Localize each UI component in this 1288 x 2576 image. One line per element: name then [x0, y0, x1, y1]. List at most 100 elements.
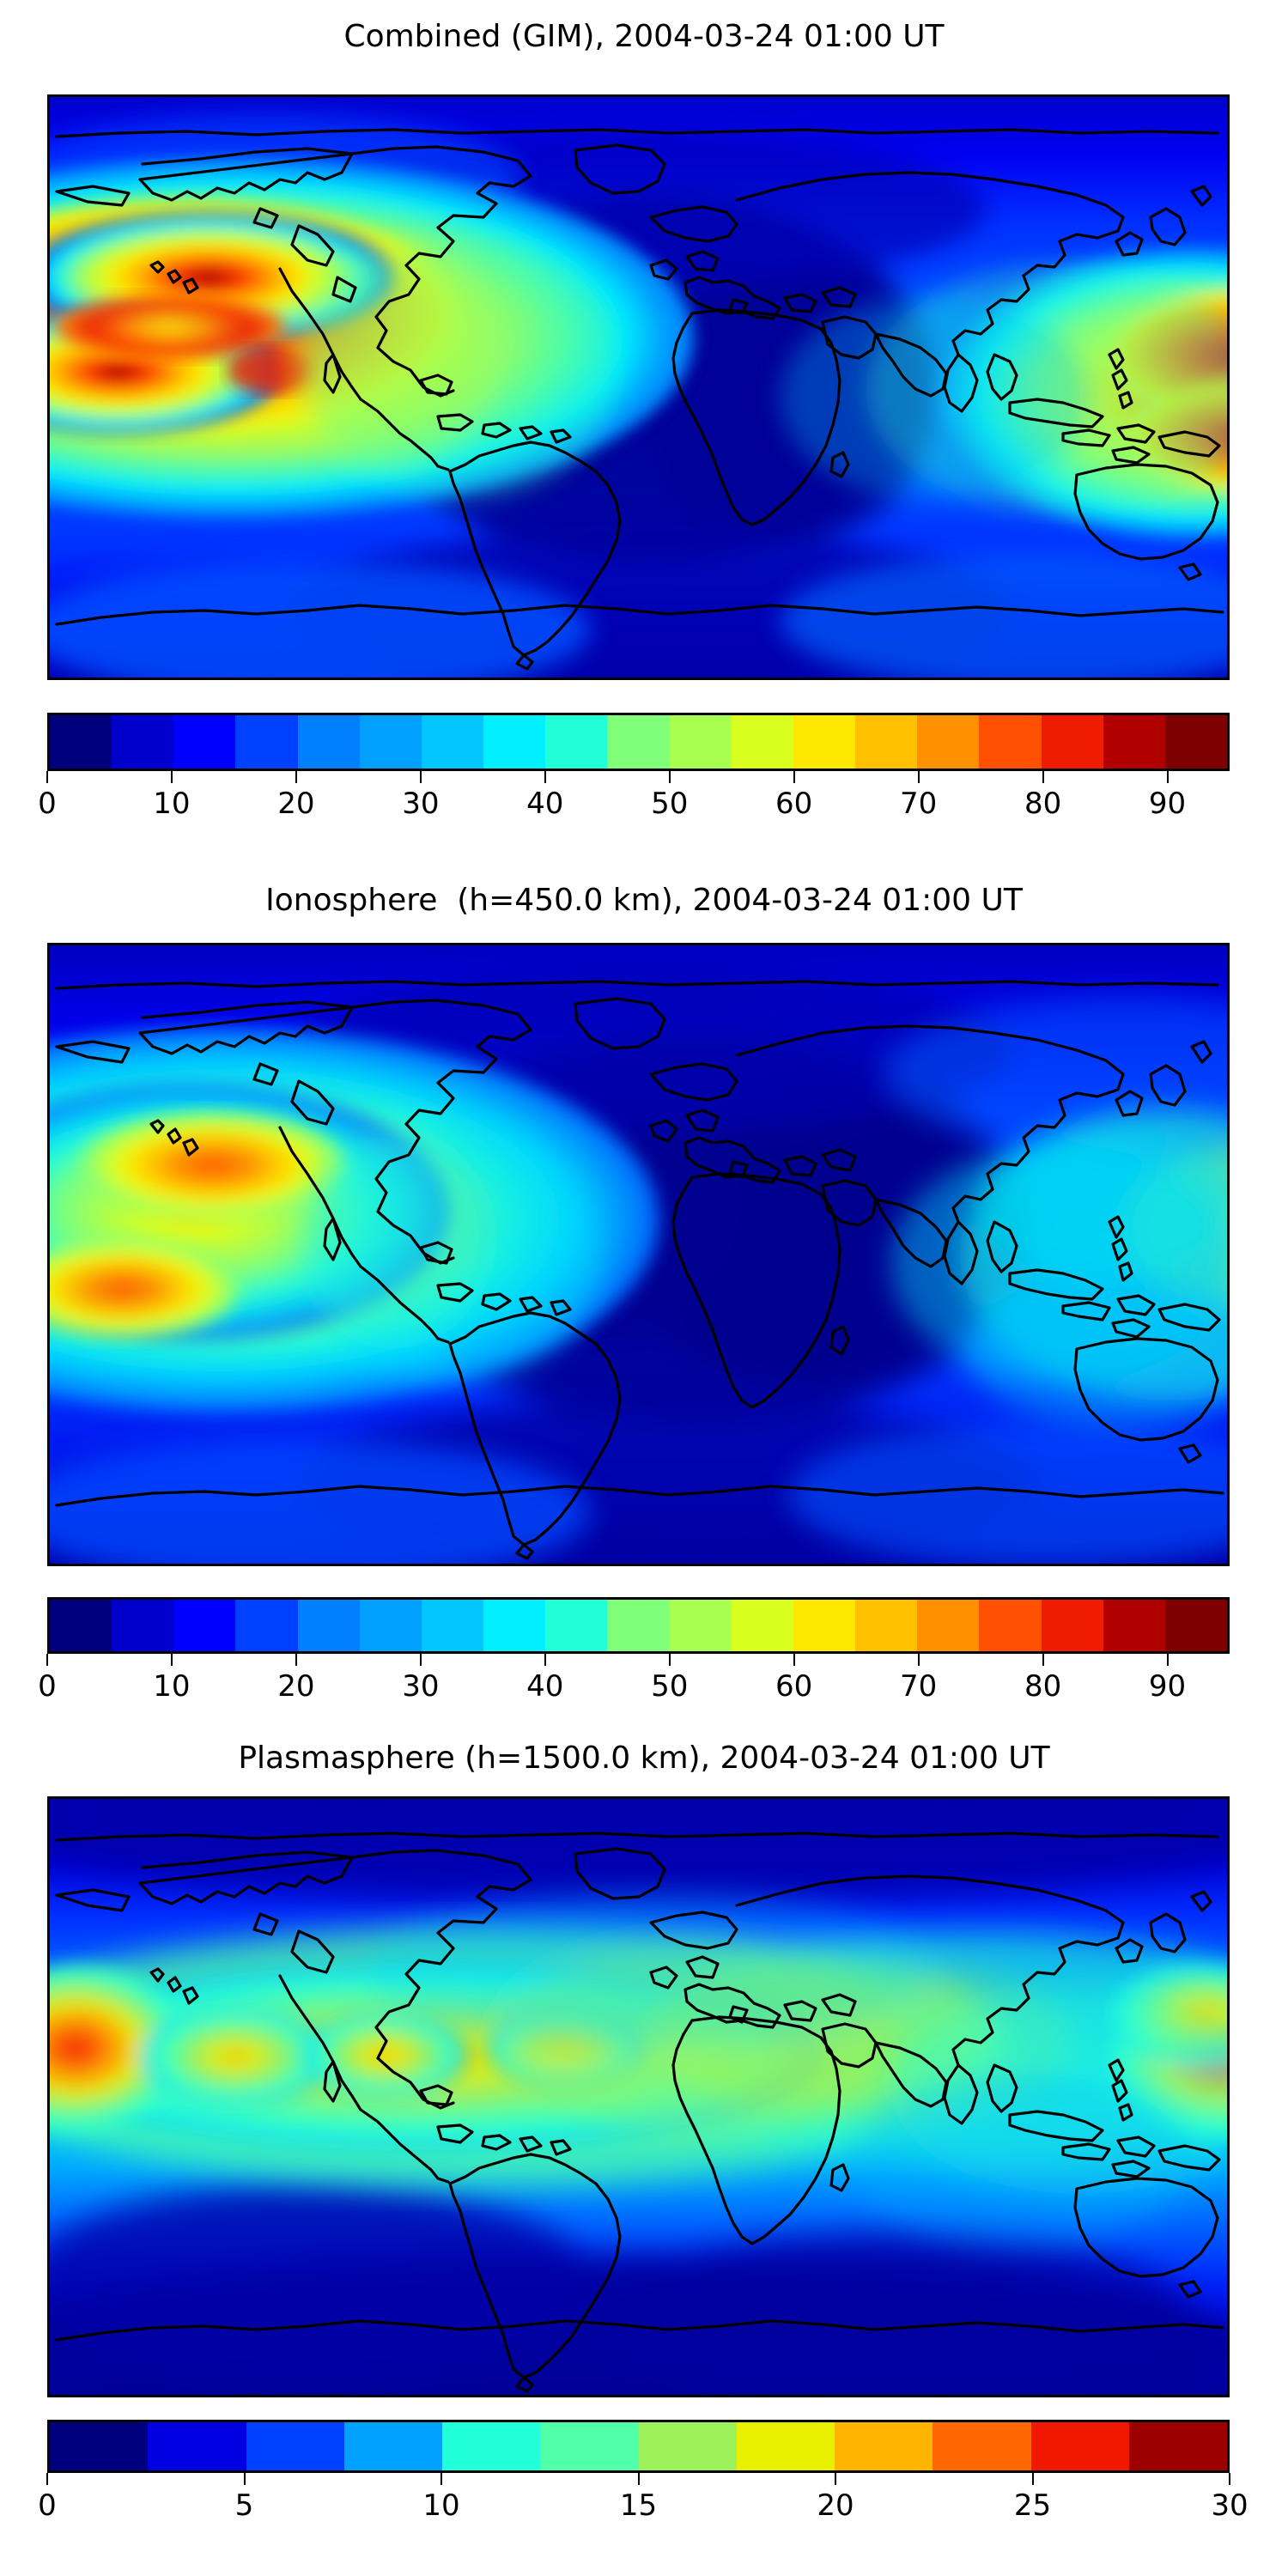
- colorbar-tick-label: 90: [1148, 787, 1187, 821]
- colorbar-band: [855, 715, 918, 769]
- colorbar-band: [1041, 715, 1103, 769]
- map-canvas-combined: [50, 97, 1227, 677]
- colorbar-tick: [917, 771, 920, 783]
- colorbar-band: [1030, 2422, 1129, 2470]
- colorbar-tick: [668, 771, 671, 783]
- coastlines: [55, 980, 1224, 1560]
- colorbar-tick: [793, 1654, 795, 1666]
- colorbar-tick-label: 20: [277, 1669, 315, 1704]
- colorbar-axis-combined: 0 10 20 30 40 50 60 70 80 90: [38, 771, 1230, 831]
- colorbar-tick: [544, 1654, 546, 1666]
- colorbar-band: [297, 715, 360, 769]
- colorbar-tick-label: 5: [234, 2488, 254, 2523]
- colorbar-tick-label: 30: [402, 1669, 440, 1704]
- colorbar-tick-label: 70: [899, 1669, 938, 1704]
- panel-ionosphere: Ionosphere (h=450.0 km), 2004-03-24 01:0…: [0, 859, 1288, 1743]
- colorbar-band: [979, 715, 1042, 769]
- colorbar-band: [1103, 1600, 1165, 1651]
- colorbar-tick: [46, 2473, 48, 2485]
- colorbar-band: [540, 2422, 639, 2470]
- colorbar-band: [235, 715, 298, 769]
- colorbar-tick-label: 70: [899, 787, 938, 821]
- colorbar-tick-label: 30: [402, 787, 440, 821]
- colorbar-band: [1128, 2422, 1227, 2470]
- colorbar-ionosphere: [47, 1597, 1230, 1657]
- panel-title-ionosphere: Ionosphere (h=450.0 km), 2004-03-24 01:0…: [265, 883, 1023, 918]
- colorbar-tick-label: 10: [153, 787, 191, 821]
- colorbar-band: [607, 1600, 670, 1651]
- colorbar-tick-label: 30: [1211, 2488, 1249, 2523]
- colorbar-tick: [419, 771, 422, 783]
- colorbar-band: [112, 715, 174, 769]
- colorbar-band: [1164, 1600, 1227, 1651]
- map-combined-gim: [47, 94, 1230, 680]
- colorbar-tick: [440, 2473, 442, 2485]
- map-canvas-plasmasphere: [50, 1799, 1227, 2395]
- colorbar-band: [545, 1600, 608, 1651]
- colorbar-band: [421, 1600, 484, 1651]
- colorbar-band: [793, 1600, 856, 1651]
- colorbar-band: [359, 1600, 422, 1651]
- colorbar-tick: [170, 771, 173, 783]
- colorbar-tick: [793, 771, 795, 783]
- colorbar-band: [148, 2422, 246, 2470]
- colorbar-band: [235, 1600, 298, 1651]
- colorbar-band: [442, 2422, 541, 2470]
- colorbar-tick: [243, 2473, 246, 2485]
- colorbar-strip-combined: [47, 713, 1230, 771]
- colorbar-tick: [1229, 2473, 1230, 2485]
- colorbar-band: [793, 715, 856, 769]
- colorbar-tick-label: 15: [619, 2488, 658, 2523]
- colorbar-strip-ionosphere: [47, 1597, 1230, 1654]
- colorbar-band: [50, 715, 112, 769]
- colorbar-band: [736, 2422, 835, 2470]
- colorbar-tick-label: 50: [651, 1669, 689, 1704]
- colorbar-tick-label: 60: [775, 1669, 813, 1704]
- panel-plasmasphere: Plasmasphere (h=1500.0 km), 2004-03-24 0…: [0, 1741, 1288, 2576]
- colorbar-tick-label: 25: [1013, 2488, 1052, 2523]
- colorbar-band: [855, 1600, 918, 1651]
- colorbar-tick-label: 40: [526, 787, 564, 821]
- colorbar-band: [917, 715, 980, 769]
- colorbar-band: [669, 1600, 732, 1651]
- panel-combined-gim: Combined (GIM), 2004-03-24 01:00 UT: [0, 0, 1288, 859]
- colorbar-tick: [170, 1654, 173, 1666]
- colorbar-band: [731, 1600, 793, 1651]
- colorbar-tick: [835, 2473, 836, 2485]
- colorbar-tick-label: 90: [1148, 1669, 1187, 1704]
- colorbar-tick: [295, 1654, 297, 1666]
- colorbar-tick: [1166, 771, 1169, 783]
- colorbar-tick-label: 10: [422, 2488, 460, 2523]
- colorbar-tick-label: 20: [817, 2488, 854, 2523]
- colorbar-axis-plasmasphere: 0 5 10 15 20 25 30: [38, 2473, 1249, 2533]
- colorbar-band: [483, 715, 546, 769]
- colorbar-tick: [1166, 1654, 1169, 1666]
- colorbar-band: [50, 2422, 149, 2470]
- colorbar-tick-label: 40: [526, 1669, 564, 1704]
- coastlines: [55, 1832, 1224, 2393]
- colorbar-band: [50, 1600, 112, 1651]
- colorbar-tick-label: 80: [1024, 787, 1062, 821]
- colorbar-tick-label: 10: [153, 1669, 191, 1704]
- colorbar-tick-label: 0: [38, 2488, 57, 2523]
- colorbar-band: [638, 2422, 737, 2470]
- colorbar-band: [1041, 1600, 1103, 1651]
- coastlines: [55, 128, 1224, 671]
- colorbar-tick: [46, 771, 48, 783]
- colorbar-band: [669, 715, 732, 769]
- colorbar-tick: [544, 771, 546, 783]
- colorbar-tick-label: 0: [38, 1669, 57, 1704]
- colorbar-band: [1103, 715, 1165, 769]
- panel-title-combined: Combined (GIM), 2004-03-24 01:00 UT: [343, 19, 945, 54]
- colorbar-band: [731, 715, 793, 769]
- map-canvas-ionosphere: [50, 945, 1227, 1564]
- colorbar-tick: [637, 2473, 640, 2485]
- colorbar-band: [483, 1600, 546, 1651]
- colorbar-band: [297, 1600, 360, 1651]
- colorbar-tick: [419, 1654, 422, 1666]
- colorbar-tick: [1031, 2473, 1034, 2485]
- colorbar-tick-label: 50: [651, 787, 689, 821]
- colorbar-tick: [917, 1654, 920, 1666]
- colorbar-tick: [668, 1654, 671, 1666]
